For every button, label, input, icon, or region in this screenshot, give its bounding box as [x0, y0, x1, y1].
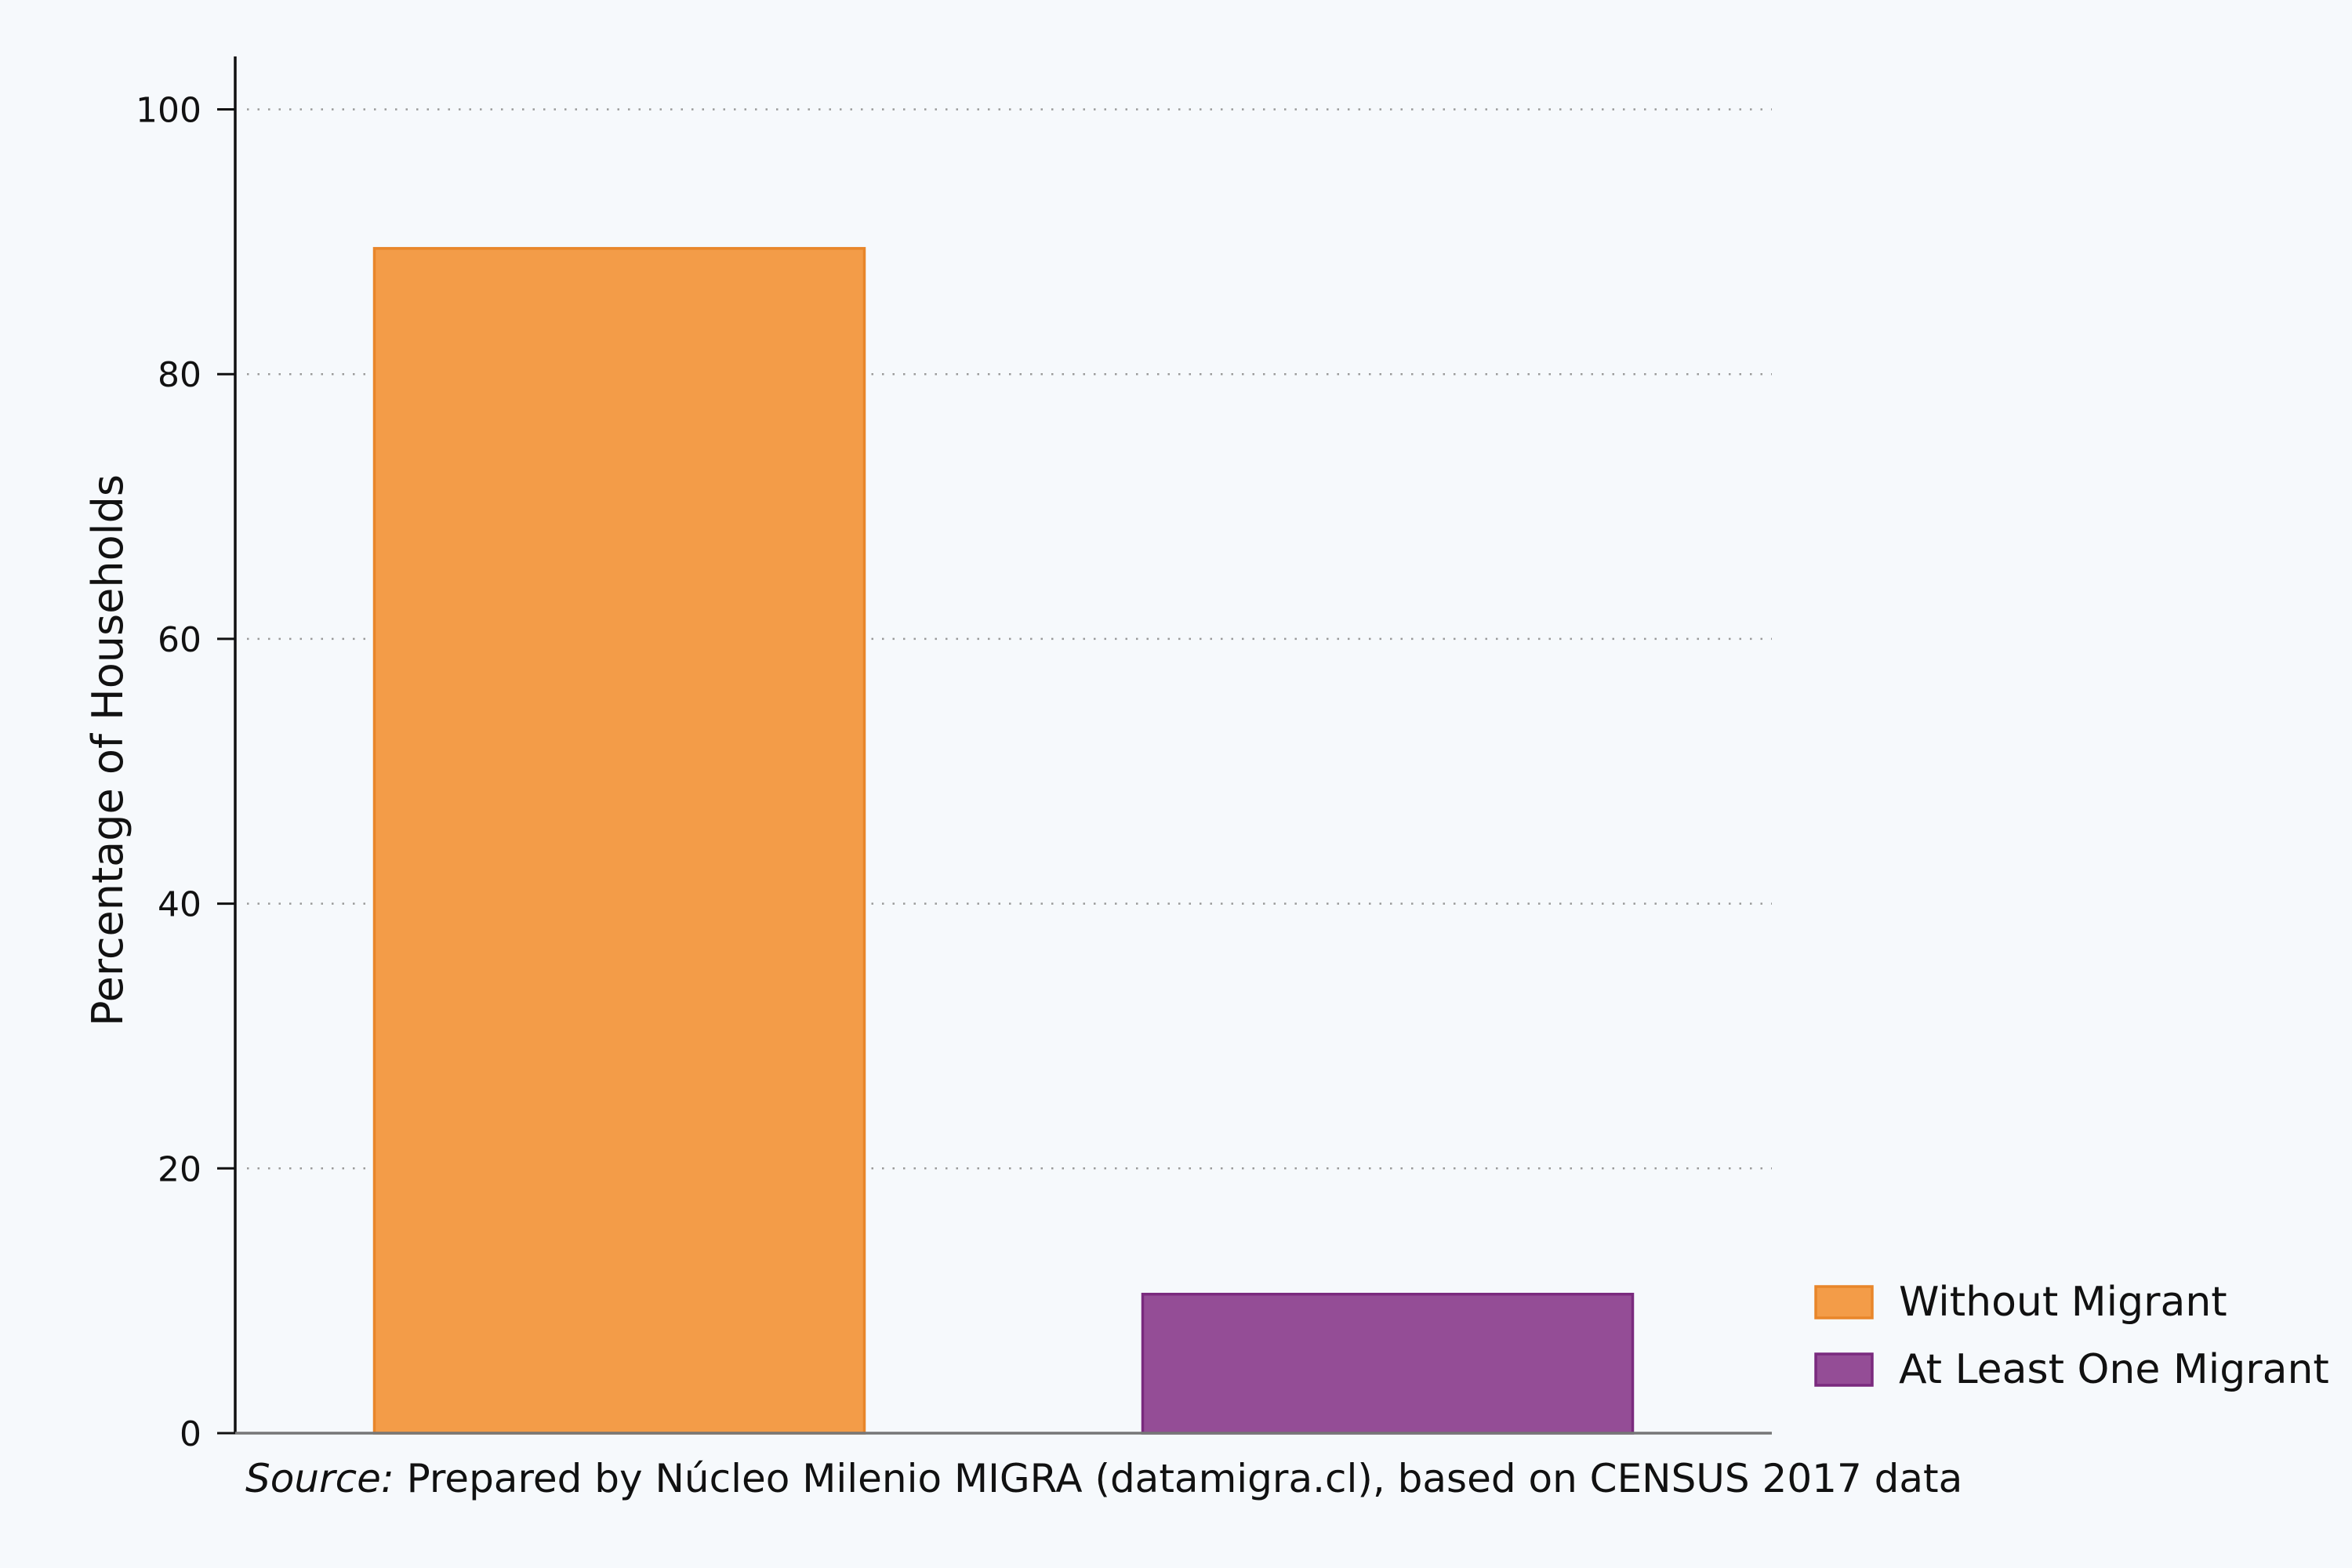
- y-tick-label: 80: [158, 355, 201, 395]
- y-tick-label: 20: [158, 1149, 201, 1189]
- legend-swatch: [1814, 1352, 1874, 1387]
- source-note: Source: Prepared by Núcleo Milenio MIGRA…: [245, 1456, 1962, 1501]
- y-axis-ticks: 0 20 40 60 80 100: [136, 91, 235, 1454]
- source-text: Prepared by Núcleo Milenio MIGRA (datami…: [394, 1456, 1963, 1501]
- bar-at-least-one-migrant: [1141, 1292, 1635, 1435]
- legend-swatch: [1814, 1285, 1874, 1319]
- legend-label: Without Migrant: [1899, 1279, 2227, 1326]
- source-prefix: Source:: [245, 1456, 394, 1501]
- legend-label: At Least One Migrant: [1899, 1346, 2329, 1393]
- y-tick-label: 100: [136, 91, 201, 131]
- y-tick-label: 60: [158, 620, 201, 660]
- legend: Without Migrant At Least One Migrant: [1814, 1279, 2329, 1393]
- bars: [372, 247, 1635, 1435]
- y-axis-title: Percentage of Households: [83, 474, 132, 1026]
- axes: [234, 56, 1772, 1435]
- bar-without-migrant: [372, 247, 866, 1435]
- y-tick-label: 0: [180, 1414, 201, 1454]
- y-tick-label: 40: [158, 885, 201, 925]
